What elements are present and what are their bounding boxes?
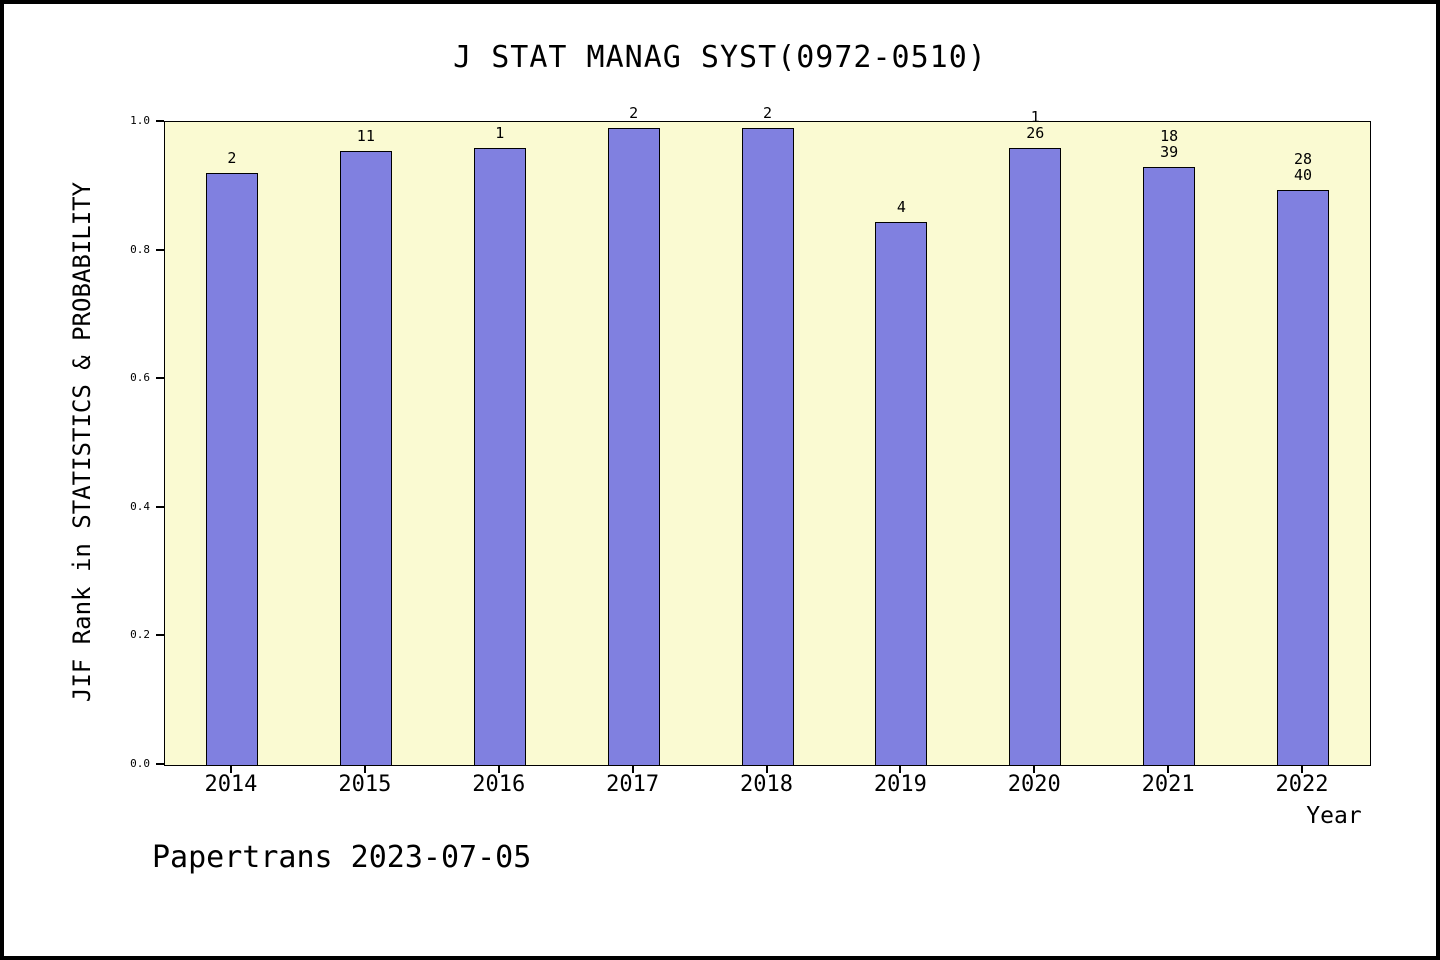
bar [1277, 189, 1330, 765]
y-tick-label: 0.6 [130, 371, 150, 385]
y-tick [156, 505, 164, 508]
chart-title: J STAT MANAG SYST(0972-0510) [453, 40, 987, 75]
x-tick [1301, 765, 1304, 773]
y-tick-label: 0.4 [130, 499, 150, 513]
plot-area: 2 11 1 2 2 4 1 26 18 39 28 40 [164, 105, 1371, 766]
y-tick [156, 248, 164, 251]
y-tick-label: 0.2 [130, 628, 150, 642]
x-tick-label: 2016 [472, 772, 526, 797]
x-tick-label: 2018 [740, 772, 793, 797]
x-axis-label: Year [1306, 803, 1362, 829]
x-tick-label: 2021 [1141, 772, 1195, 797]
bar-value-label: 18 39 [1160, 127, 1179, 162]
x-tick-label: 2017 [606, 772, 660, 797]
bar [339, 150, 392, 765]
y-tick-label: 0.0 [130, 757, 150, 770]
bar-value-label: 1 26 [1026, 107, 1045, 142]
x-tick [497, 765, 500, 773]
bar [741, 128, 794, 765]
x-tick-label: 2015 [338, 772, 392, 797]
x-tick-label: 2020 [1007, 772, 1061, 797]
bar [607, 128, 660, 765]
y-tick [156, 634, 164, 637]
x-tick [363, 765, 366, 773]
y-tick-label: 0.8 [130, 242, 150, 256]
x-tick-label: 2022 [1275, 772, 1329, 797]
footer-text: Papertrans 2023-07-05 [152, 840, 532, 875]
bar [1143, 167, 1196, 765]
x-tick [1167, 765, 1170, 773]
y-tick [156, 377, 164, 380]
bar-value-label: 1 [495, 123, 505, 142]
x-tick-label: 2014 [204, 772, 258, 797]
x-tick [1033, 765, 1036, 773]
bar [205, 173, 258, 765]
y-axis-label: JIF Rank in STATISTICS & PROBABILITY [68, 181, 96, 703]
y-tick [156, 120, 164, 122]
y-tick-label: 1.0 [130, 114, 150, 127]
x-tick [229, 765, 232, 773]
bar-value-label: 28 40 [1294, 149, 1313, 184]
x-tick [899, 765, 902, 773]
bar-value-label: 2 [227, 149, 237, 168]
bar [1009, 147, 1062, 765]
bar-value-label: 2 [762, 104, 773, 123]
bar-value-label: 2 [629, 104, 639, 123]
y-tick [156, 763, 164, 765]
x-tick [631, 765, 634, 773]
x-tick [765, 765, 768, 773]
x-tick-label: 2019 [873, 772, 927, 797]
bar [875, 221, 928, 765]
bar-value-label: 11 [356, 126, 375, 145]
bar [473, 147, 526, 765]
bar-value-label: 4 [896, 197, 906, 216]
